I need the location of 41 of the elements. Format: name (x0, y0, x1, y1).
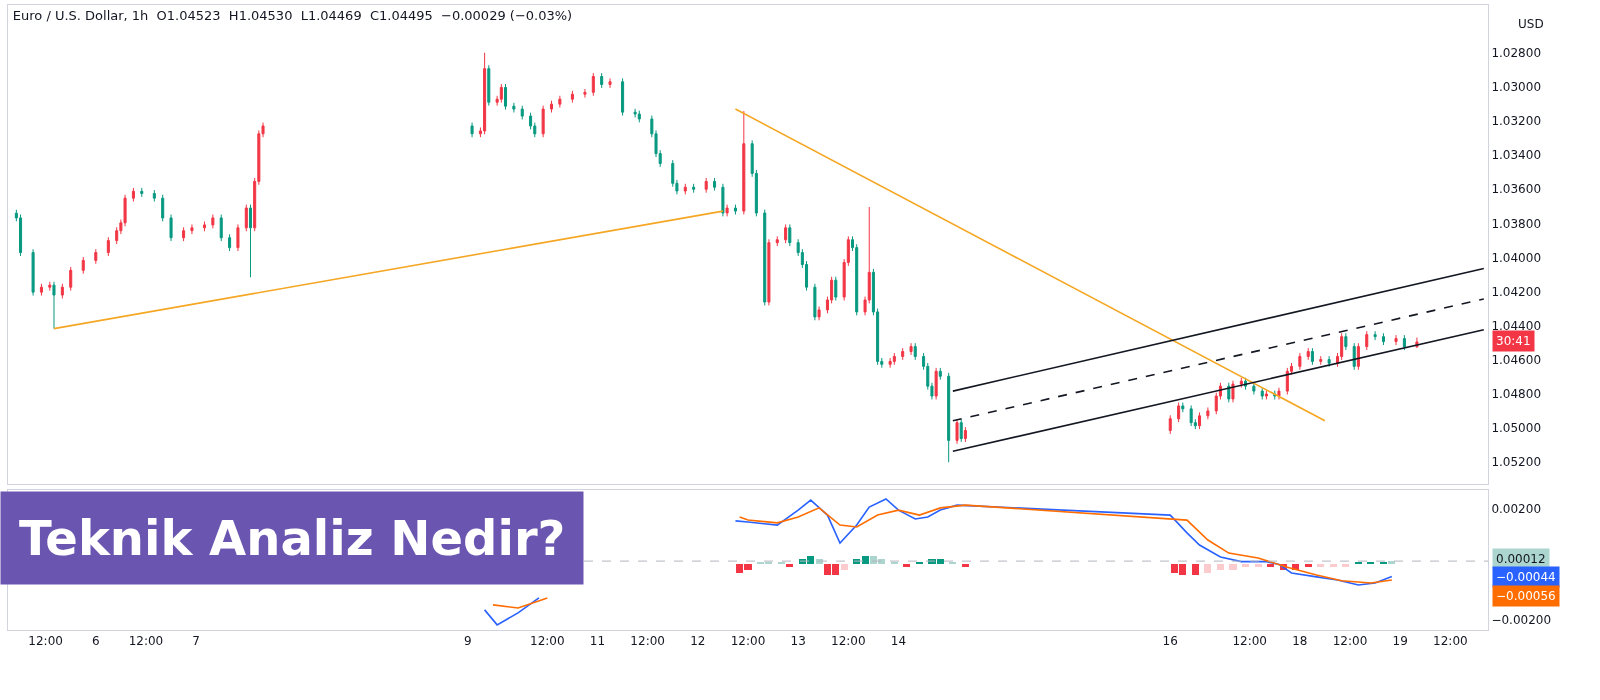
x-tick-label: 9 (464, 634, 472, 649)
annotation: Teknik Analiz Nedir? (19, 510, 566, 566)
text: 0.00012 (1496, 552, 1546, 566)
y-tick-label: 1.03400 (1491, 148, 1542, 163)
y-tick-label: 1.05000 (1491, 421, 1542, 436)
x-tick-label: 14 (890, 634, 907, 649)
x-tick-label: 16 (1162, 634, 1178, 649)
y-tick-label: 1.03200 (1491, 114, 1542, 129)
text: −0.00044 (1496, 570, 1556, 584)
x-tick-label: 18 (1292, 634, 1308, 649)
text: −0.00056 (1496, 589, 1556, 603)
y-tick-label: 1.03800 (1491, 216, 1542, 231)
y-tick-label: 1.04000 (1491, 250, 1542, 265)
y-tick-label: 1.04600 (1491, 353, 1542, 368)
y-tick-label: −0.00200 (1491, 613, 1552, 628)
x-tick-label: 12:00 (630, 634, 665, 649)
x-tick-label: 11 (589, 634, 606, 649)
x-tick-label: 12:00 (1332, 634, 1368, 649)
x-tick-label: 13 (790, 634, 806, 649)
y-tick-label: 1.02800 (1491, 45, 1542, 60)
x-tick-label: 12:00 (1232, 634, 1267, 649)
y-tick-label: 1.03000 (1491, 80, 1542, 95)
chart-title: Euro / U.S. Dollar, 1h O1.04523 H1.04530 L1.04469 C1.04495 −0.00029 (−0.03%) (12, 7, 573, 23)
y-tick-label: 1.04400 (1491, 318, 1542, 333)
y-tick-label: 1.03600 (1491, 182, 1542, 197)
text: 30:41 (1496, 334, 1531, 348)
x-tick-label: 12:00 (1433, 634, 1468, 649)
x-tick-label: 12:00 (530, 634, 565, 649)
text: USD (1518, 17, 1544, 31)
y-tick-label: 1.04200 (1491, 284, 1542, 299)
x-tick-label: 6 (91, 634, 100, 649)
x-tick-label: 7 (192, 634, 200, 649)
y-tick-label: 1.04800 (1491, 387, 1542, 402)
x-tick-label: 12:00 (730, 634, 766, 649)
x-tick-label: 12 (690, 634, 706, 649)
x-tick-label: 12:00 (128, 634, 164, 649)
x-tick-label: 12:00 (28, 634, 63, 649)
y-tick-label: 0.00200 (1491, 502, 1542, 517)
x-tick-label: 19 (1392, 634, 1408, 649)
y-tick-label: 1.05200 (1491, 455, 1542, 470)
x-tick-label: 12:00 (831, 634, 866, 649)
